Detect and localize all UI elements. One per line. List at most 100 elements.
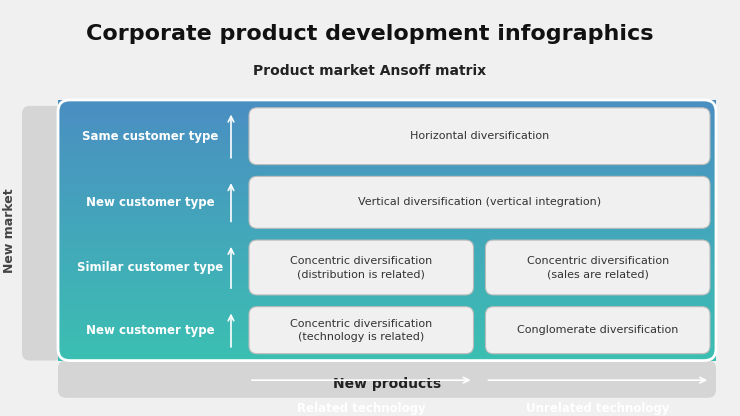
Bar <box>58 333 716 335</box>
Bar <box>58 218 716 220</box>
Text: Conglomerate diversification: Conglomerate diversification <box>517 325 679 335</box>
Bar <box>58 175 716 177</box>
Bar <box>58 116 716 118</box>
Bar <box>58 347 716 349</box>
Bar <box>58 166 716 168</box>
Bar <box>58 171 716 173</box>
Bar <box>58 141 716 144</box>
Bar <box>58 249 716 252</box>
Bar <box>58 128 716 130</box>
Text: Horizontal diversification: Horizontal diversification <box>410 131 549 141</box>
Bar <box>58 282 716 285</box>
Bar <box>58 275 716 277</box>
Bar <box>58 321 716 323</box>
Bar <box>58 119 716 121</box>
Bar <box>58 302 716 304</box>
Bar <box>58 196 716 198</box>
Bar <box>58 149 716 151</box>
Text: Vertical diversification (vertical integration): Vertical diversification (vertical integ… <box>358 197 601 207</box>
Bar <box>58 340 716 342</box>
Bar <box>58 216 716 218</box>
Bar <box>58 286 716 288</box>
Bar <box>58 185 716 187</box>
Bar <box>58 246 716 248</box>
Bar <box>58 251 716 253</box>
Bar <box>58 121 716 123</box>
Bar <box>58 105 716 107</box>
Bar <box>58 225 716 227</box>
Bar <box>58 317 716 319</box>
Bar <box>58 159 716 161</box>
Bar <box>58 164 716 166</box>
Bar <box>58 133 716 135</box>
FancyBboxPatch shape <box>22 106 62 361</box>
Bar <box>58 265 716 267</box>
Bar <box>58 350 716 352</box>
Text: Product market Ansoff matrix: Product market Ansoff matrix <box>253 64 487 77</box>
Bar <box>58 295 716 297</box>
Bar <box>58 314 716 316</box>
Bar <box>58 267 716 269</box>
Bar <box>58 182 716 184</box>
Bar <box>58 176 716 178</box>
Text: Corporate product development infographics: Corporate product development infographi… <box>87 24 653 44</box>
Bar <box>58 308 716 311</box>
Bar <box>58 324 716 326</box>
Bar <box>58 173 716 175</box>
Bar <box>58 334 716 337</box>
Bar <box>58 169 716 172</box>
Bar <box>58 263 716 265</box>
Bar <box>58 228 716 231</box>
Bar <box>58 345 716 347</box>
Bar <box>58 168 716 170</box>
Bar <box>58 140 716 142</box>
FancyBboxPatch shape <box>249 307 474 354</box>
Bar <box>58 178 716 181</box>
Text: Unrelated technology: Unrelated technology <box>526 402 670 415</box>
Bar <box>58 277 716 280</box>
FancyBboxPatch shape <box>249 240 474 295</box>
Bar <box>58 359 716 361</box>
Bar <box>58 227 716 229</box>
FancyBboxPatch shape <box>249 176 710 228</box>
Bar <box>58 201 716 203</box>
Bar <box>58 244 716 246</box>
Text: New market: New market <box>4 188 16 272</box>
Bar <box>58 287 716 290</box>
Text: New products: New products <box>333 377 441 391</box>
Bar <box>58 126 716 128</box>
Bar <box>58 188 716 191</box>
Bar <box>58 279 716 281</box>
Bar <box>58 100 716 102</box>
Bar <box>58 223 716 225</box>
Bar <box>58 355 716 358</box>
Bar <box>58 258 716 260</box>
Bar <box>58 110 716 113</box>
Text: Concentric diversification
(distribution is related): Concentric diversification (distribution… <box>290 256 432 279</box>
Bar <box>58 183 716 186</box>
FancyBboxPatch shape <box>249 108 710 165</box>
Bar <box>58 256 716 259</box>
Bar <box>58 290 716 292</box>
Bar <box>58 220 716 222</box>
Bar <box>58 211 716 213</box>
Bar <box>58 152 716 154</box>
Bar <box>58 305 716 307</box>
Bar <box>58 234 716 236</box>
Bar <box>58 213 716 215</box>
Text: Similar customer type: Similar customer type <box>78 261 223 274</box>
Bar <box>58 180 716 182</box>
Bar <box>58 114 716 116</box>
Bar <box>58 270 716 272</box>
Bar <box>58 326 716 328</box>
Text: New customer type: New customer type <box>86 324 215 337</box>
Bar <box>58 239 716 241</box>
Bar <box>58 303 716 305</box>
Bar <box>58 327 716 330</box>
Bar <box>58 232 716 234</box>
FancyBboxPatch shape <box>485 240 710 295</box>
Bar <box>58 192 716 194</box>
Bar <box>58 343 716 345</box>
Bar <box>58 109 716 111</box>
Bar <box>58 291 716 293</box>
